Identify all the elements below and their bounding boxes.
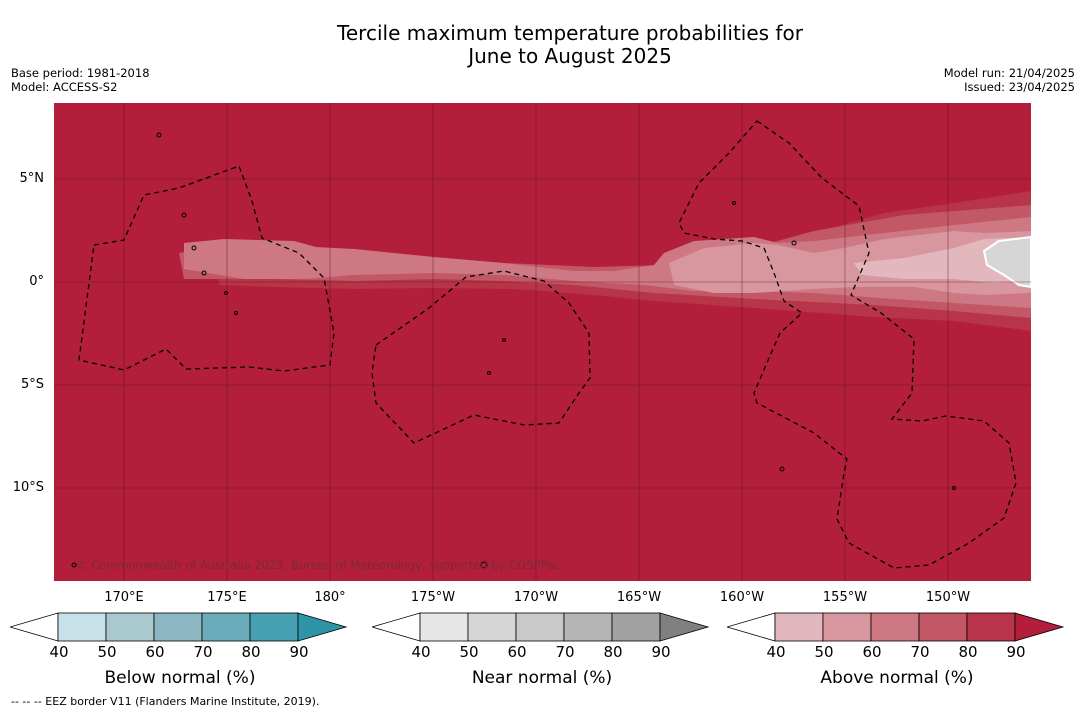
cbar-above-segment: [870, 612, 920, 642]
lon-label-170e: 170°E: [104, 590, 144, 605]
copyright-text: © Commonwealth of Australia 2025, Bureau…: [76, 558, 560, 572]
eez-kiribati-phoenix: [371, 270, 591, 444]
cbar-above-title: Above normal (%): [820, 668, 974, 688]
cbar-below-segment: [201, 612, 251, 642]
cbar-near-tick: 40: [411, 643, 431, 661]
lon-label-160w: 160°W: [719, 590, 765, 605]
cbar-below-tick: 40: [49, 643, 69, 661]
cbar-near-segment: [467, 612, 517, 642]
cbar-above-segment: [966, 612, 1016, 642]
cbar-near-tick: 90: [651, 643, 671, 661]
cbar-below-tick: 60: [145, 643, 165, 661]
lon-label-150w: 150°W: [925, 590, 971, 605]
cbar-below-segment: [153, 612, 203, 642]
cbar-near-over: [659, 612, 710, 642]
cbar-near-segment: [419, 612, 469, 642]
cbar-above-over: [1014, 612, 1065, 642]
cbar-above-under: [727, 612, 776, 642]
lon-label-175e: 175°E: [207, 590, 247, 605]
cbar-below-segments: [57, 612, 299, 642]
lat-label-5n: 5°N: [19, 171, 45, 186]
cbar-near-tick: 70: [555, 643, 575, 661]
eez-kiribati-line: [678, 120, 1017, 569]
model-run-text: Model run: 21/04/2025: [943, 66, 1075, 80]
cbar-near-segment: [563, 612, 613, 642]
map-background-above-90: [54, 103, 1031, 581]
cbar-below-under: [10, 612, 59, 642]
lat-label-0: 0°: [29, 274, 44, 289]
near-normal-patch: [982, 235, 1031, 289]
cbar-below-tick: 50: [97, 643, 117, 661]
islands: [71, 132, 956, 569]
lon-label-180: 180°: [314, 590, 346, 605]
cbar-below-over: [297, 612, 348, 642]
colorbar-near: [372, 612, 710, 642]
eez-borders: [78, 120, 1017, 569]
cbar-near-segment: [611, 612, 661, 642]
cbar-above-tick: 60: [862, 643, 882, 661]
info-left: Base period: 1981-2018 Model: ACCESS-S2: [11, 66, 150, 94]
cbar-below-tick: 70: [193, 643, 213, 661]
cbar-above-segment: [774, 612, 824, 642]
colorbar-below: [10, 612, 348, 642]
lon-label-175w: 175°W: [410, 590, 456, 605]
cbar-near-tick: 60: [507, 643, 527, 661]
cbar-near-segment: [515, 612, 565, 642]
lon-label-155w: 155°W: [822, 590, 868, 605]
cbar-below-title: Below normal (%): [104, 668, 256, 688]
probability-map: © Commonwealth of Australia 2025, Bureau…: [54, 103, 1031, 581]
cbar-above-tick: 80: [958, 643, 978, 661]
model-text: Model: ACCESS-S2: [11, 80, 118, 94]
cbar-above-tick: 90: [1006, 643, 1026, 661]
cbar-below-tick: 90: [289, 643, 309, 661]
cbar-near-tick: 50: [459, 643, 479, 661]
cbar-below-segment: [105, 612, 155, 642]
cbar-above-tick: 40: [766, 643, 786, 661]
graticule: [54, 103, 1031, 581]
cbar-near-tick: 80: [603, 643, 623, 661]
eez-kiribati-gilbert: [78, 165, 335, 372]
cbar-below-segment: [57, 612, 107, 642]
lon-label-170w: 170°W: [513, 590, 559, 605]
cbar-above-tick: 50: [814, 643, 834, 661]
cbar-near-segments: [419, 612, 661, 642]
cbar-above-segment: [822, 612, 872, 642]
info-right: Model run: 21/04/2025 Issued: 23/04/2025: [944, 66, 1075, 94]
cbar-above-segment: [918, 612, 968, 642]
cbar-near-under: [372, 612, 421, 642]
eez-footnote: -- -- -- EEZ border V11 (Flanders Marine…: [11, 695, 320, 708]
title-line-1: Tercile maximum temperature probabilitie…: [337, 21, 803, 45]
title-line-2: June to August 2025: [468, 44, 672, 68]
cbar-below-tick: 80: [241, 643, 261, 661]
map-title: Tercile maximum temperature probabilitie…: [0, 22, 1085, 68]
base-period-text: Base period: 1981-2018: [11, 66, 150, 80]
lat-label-5s: 5°S: [20, 377, 44, 392]
lat-label-10s: 10°S: [12, 480, 44, 495]
cbar-above-segments: [774, 612, 1016, 642]
cbar-below-segment: [249, 612, 299, 642]
cbar-near-title: Near normal (%): [471, 668, 613, 688]
lon-label-165w: 165°W: [616, 590, 662, 605]
issued-text: Issued: 23/04/2025: [964, 80, 1075, 94]
colorbar-above: [727, 612, 1065, 642]
cbar-above-tick: 70: [910, 643, 930, 661]
